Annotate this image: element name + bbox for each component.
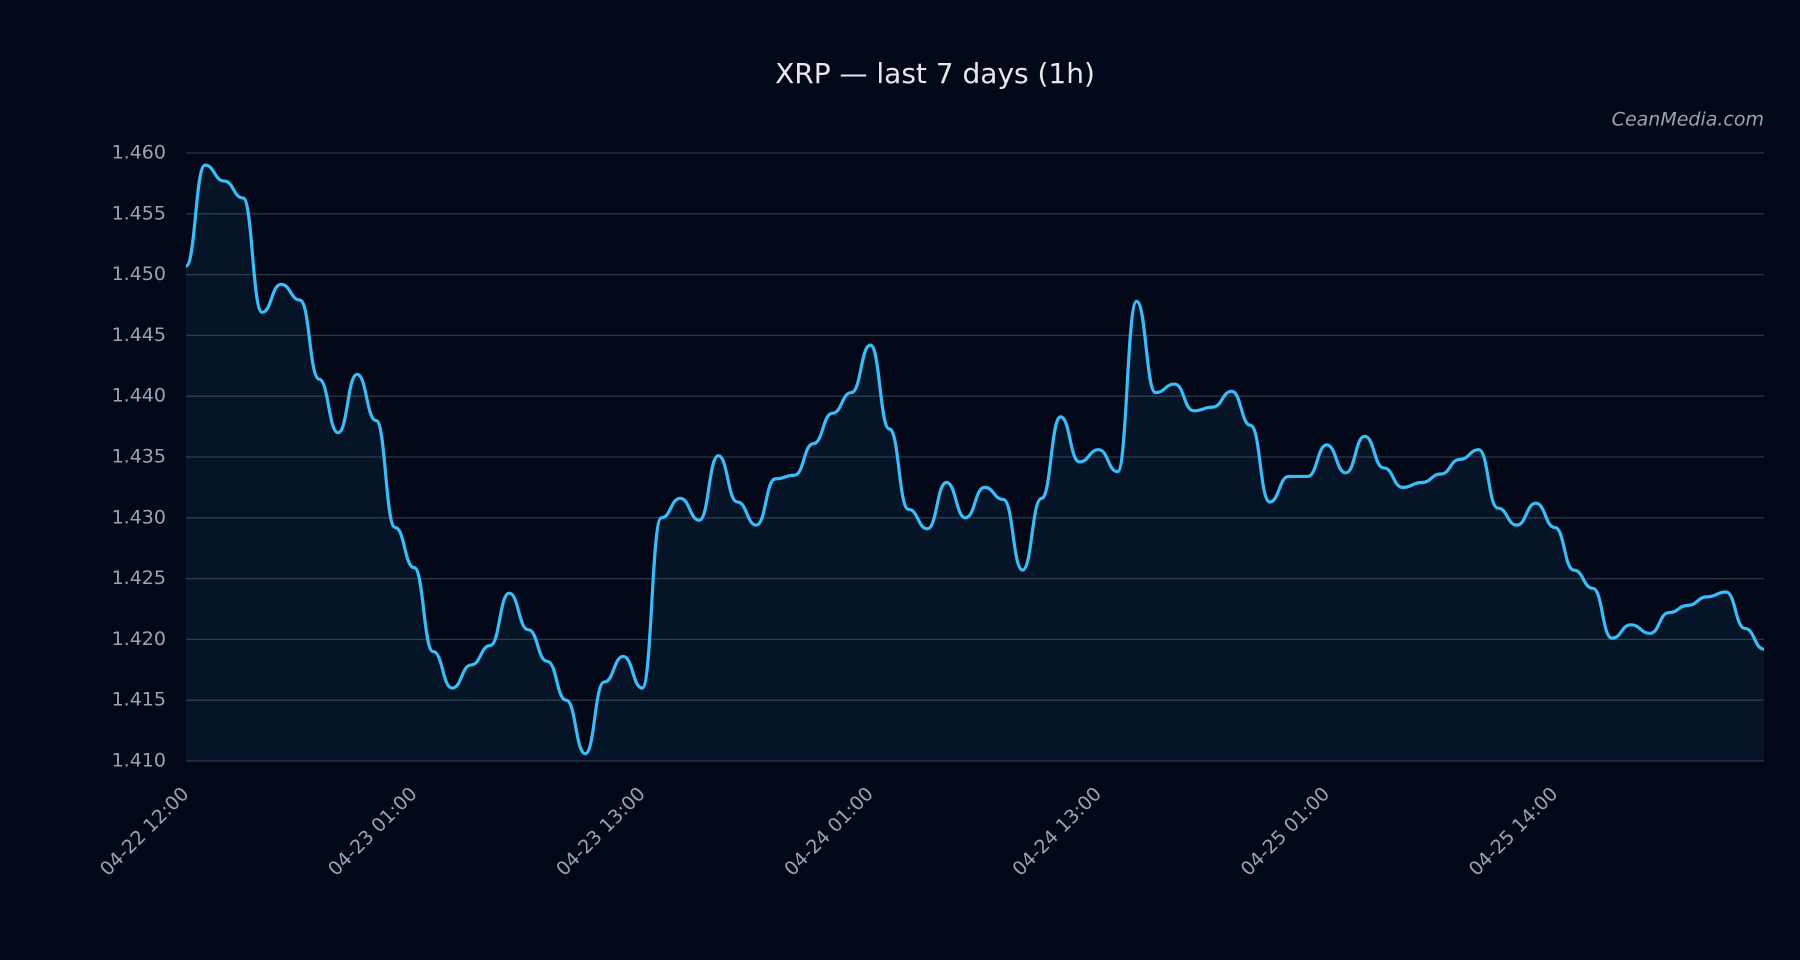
y-tick-label: 1.455 [112,202,166,224]
y-tick-label: 1.420 [112,628,166,650]
y-tick-label: 1.450 [112,263,166,285]
y-tick-label: 1.435 [112,446,166,468]
line [184,163,1765,756]
watermark: CeanMedia.com [1612,109,1764,131]
y-tick-label: 1.440 [112,385,166,407]
y-tick-label: 1.430 [112,506,166,528]
y-tick-label: 1.460 [112,142,166,164]
y-tick-label: 1.410 [112,750,166,772]
chart-title: XRP — last 7 days (1h) [775,57,1095,90]
y-tick-label: 1.415 [112,689,166,711]
area [186,165,1764,761]
y-tick-label: 1.425 [112,567,166,589]
y-tick-label: 1.445 [112,324,166,346]
